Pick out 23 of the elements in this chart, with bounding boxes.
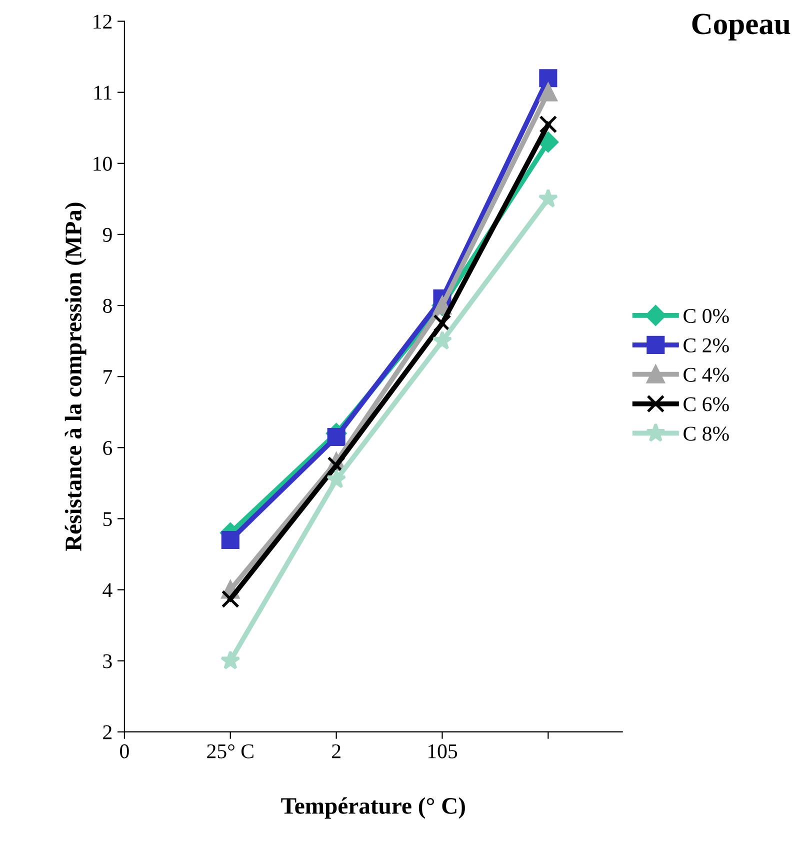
- y-tick-label: 5: [103, 512, 112, 526]
- y-tick-label: 9: [102, 228, 112, 242]
- y-tick-label: 4: [102, 583, 112, 597]
- x-axis-title: Température (° C): [281, 797, 465, 819]
- x-tick-label: 25° C: [207, 744, 254, 758]
- legend-label: C 2%: [684, 338, 729, 352]
- x-tick-label: 0: [120, 744, 129, 758]
- y-tick-label: 8: [103, 298, 112, 313]
- legend-label: C 4%: [684, 368, 729, 382]
- y-tick-label: 11: [94, 86, 112, 100]
- legend-label: C 6%: [684, 397, 729, 412]
- legend-label: C 0%: [684, 308, 729, 324]
- y-tick-label: 2: [103, 725, 112, 740]
- y-tick-label: 6: [103, 441, 112, 456]
- x-tick-label: 2: [332, 744, 340, 758]
- text: Copeau: [692, 14, 790, 40]
- x-tick-label: 105: [428, 744, 458, 758]
- y-tick-label: 3: [103, 654, 112, 668]
- y-tick-label: 12: [94, 14, 112, 29]
- legend-label: C 8%: [684, 426, 729, 441]
- y-tick-label: 7: [104, 370, 112, 384]
- y-axis-title: Résistance à la compression (MPa): [64, 202, 86, 552]
- y-tick-label: 10: [94, 156, 112, 171]
